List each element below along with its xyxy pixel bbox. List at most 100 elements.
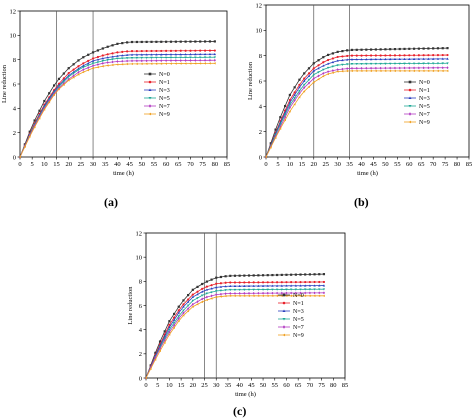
chart-a-series-1-point-11 <box>72 68 75 71</box>
chart-a-series-5-point-12 <box>77 73 80 76</box>
chart-c-series-1-point-26 <box>266 281 269 284</box>
chart-b-series-0-point-19 <box>355 48 358 51</box>
chart-b-series-1-point-25 <box>384 54 387 57</box>
chart-a-xtick-label-9: 45 <box>126 161 133 168</box>
chart-c-series-3-point-34 <box>303 288 307 291</box>
chart-c-series-1-point-12 <box>201 287 204 290</box>
chart-c-series-2-point-29 <box>280 284 283 287</box>
chart-b-series-1-point-17 <box>346 54 349 58</box>
chart-a-series-2-point-40 <box>213 52 217 56</box>
chart-a-series-3-point-29 <box>160 56 163 59</box>
chart-b-series-4-point-29 <box>403 66 406 70</box>
chart-a-series-5-point-34 <box>184 62 187 65</box>
chart-c-series-2-point-26 <box>266 284 269 287</box>
chart-c-series-3-point-22 <box>247 288 251 291</box>
chart-c-series-4-point-5 <box>168 330 171 334</box>
chart-a-series-0-point-35 <box>189 40 192 43</box>
chart-b-series-1-point-20 <box>360 54 363 57</box>
chart-c-xtick-label-14: 70 <box>307 382 314 389</box>
chart-a-series-1-point-14 <box>87 59 90 62</box>
chart-b-series-1-point-10 <box>312 67 315 70</box>
chart-a-series-5-point-10 <box>67 79 70 82</box>
chart-b-xtick-label-17: 85 <box>466 161 473 168</box>
chart-a-series-1-point-36 <box>194 49 197 52</box>
chart-b-series-0-point-24 <box>379 48 382 51</box>
chart-a-series-5-point-11 <box>72 76 75 79</box>
chart-b-series-4-point-14 <box>331 69 334 73</box>
chart-c-series-5-point-10 <box>191 305 194 308</box>
chart-c-series-4-point-2 <box>154 356 157 360</box>
chart-a-series-4-point-12 <box>77 70 80 74</box>
chart-c-series-2-point-30 <box>285 284 288 287</box>
chart-b-series-0-point-30 <box>408 47 411 50</box>
chart-b-series-2-point-7 <box>298 86 301 89</box>
chart-a-series-1-point-27 <box>150 49 153 53</box>
chart-b-series-4-point-25 <box>384 66 387 70</box>
chart-b-series-4-point-18 <box>350 66 354 70</box>
chart-b-series-5-point-15 <box>336 70 339 73</box>
chart-c-series-3-point-8 <box>182 309 185 312</box>
chart-c-series-3-point-16 <box>219 289 223 292</box>
chart-b-xtick-label-8: 40 <box>358 161 365 168</box>
chart-b-series-1-point-12 <box>322 61 325 64</box>
chart-b-series-2-point-19 <box>355 58 358 61</box>
chart-c-series-5-point-25 <box>261 294 264 298</box>
chart-b-series-2-point-33 <box>422 57 425 60</box>
chart-c-series-1-point-35 <box>308 280 311 284</box>
chart-c-series-3-point-14 <box>210 291 213 294</box>
chart-b-series-1-point-33 <box>422 54 425 57</box>
chart-a-series-line-2 <box>19 53 215 158</box>
chart-a-series-5-point-0 <box>18 155 21 159</box>
chart-c-legend-marker-2 <box>282 309 286 313</box>
chart-a-series-3-point-40 <box>213 56 217 59</box>
chart-b-series-1-point-7 <box>298 83 301 86</box>
chart-a-legend-marker-3 <box>148 96 152 100</box>
chart-a-series-4-point-20 <box>116 60 119 63</box>
chart-b-series-1-point-30 <box>408 54 411 57</box>
chart-a-legend-label-1: N=1 <box>159 80 170 86</box>
chart-b-series-5-point-12 <box>321 74 325 78</box>
chart-a-series-0-point-10 <box>67 67 70 70</box>
chart-a-series-1-point-35 <box>189 49 192 52</box>
chart-c-series-4-point-23 <box>252 291 255 295</box>
chart-a-series-1-point-24 <box>135 49 138 53</box>
chart-a-series-4-point-40 <box>213 58 216 62</box>
chart-c-series-5-point-26 <box>266 294 269 298</box>
chart-a-xtick-label-2: 10 <box>41 161 48 168</box>
chart-c-series-2-point-27 <box>271 284 274 287</box>
chart-a-series-2-point-37 <box>199 52 202 56</box>
chart-a-series-2-point-24 <box>135 53 139 56</box>
chart-a-series-2-point-35 <box>189 53 192 56</box>
chart-b-series-4-point-11 <box>317 74 320 78</box>
chart-b-xtick-label-12: 60 <box>406 161 413 168</box>
chart-c-series-2-point-8 <box>182 305 185 308</box>
chart-c-series-4-point-11 <box>196 300 199 304</box>
chart-a-series-2-point-27 <box>150 53 153 56</box>
chart-a-series-5-point-22 <box>125 62 129 66</box>
chart-a-series-4-point-34 <box>184 59 187 62</box>
chart-b-legend-marker-1 <box>408 88 412 92</box>
chart-a-series-1-point-38 <box>203 49 207 52</box>
chart-a-series-3-point-30 <box>164 56 168 59</box>
chart-c-series-2-point-22 <box>247 284 251 287</box>
chart-a-xtick-label-13: 65 <box>175 161 182 168</box>
chart-b-series-0-point-13 <box>326 53 330 57</box>
chart-a-series-4-point-38 <box>203 58 207 62</box>
chart-a-series-5-point-28 <box>155 62 158 65</box>
chart-c-series-3-point-33 <box>299 288 302 291</box>
chart-a-series-1-point-37 <box>199 49 202 52</box>
chart-b-series-3-point-24 <box>379 62 382 66</box>
chart-c-series-line-2 <box>145 285 324 379</box>
chart-a-series-2-point-29 <box>160 53 163 56</box>
chart-c-series-1-point-31 <box>290 281 293 284</box>
chart-b-series-2-point-13 <box>326 62 330 65</box>
chart-c-series-2-point-7 <box>177 311 180 314</box>
chart-c-series-3-point-7 <box>177 315 180 318</box>
chart-b-series-4-point-17 <box>346 67 349 71</box>
chart-a-series-5 <box>18 62 216 159</box>
chart-c-legend-label-3: N=5 <box>293 317 304 323</box>
chart-b-series-1-point-9 <box>307 72 311 75</box>
chart-c-series-3-point-35 <box>308 288 312 291</box>
chart-a-series-0-point-25 <box>140 40 143 44</box>
chart-a-series-2-point-32 <box>174 53 178 56</box>
